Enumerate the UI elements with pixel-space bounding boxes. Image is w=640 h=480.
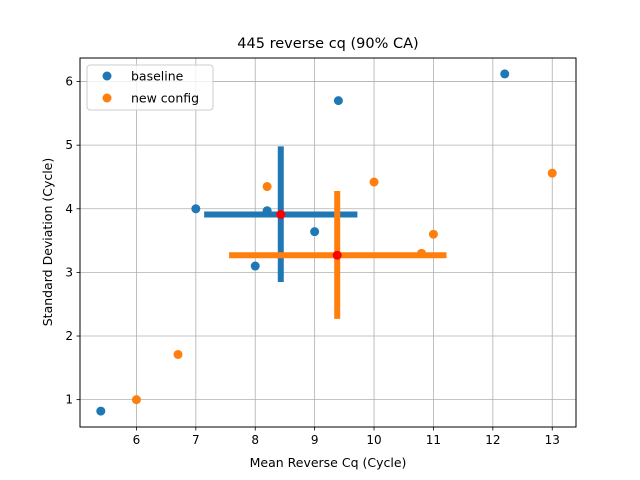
series-1-point: [369, 177, 379, 187]
series-0-point: [333, 96, 343, 106]
y-tick-label: 4: [65, 202, 73, 216]
x-tick-label: 13: [545, 433, 560, 447]
x-tick-label: 8: [251, 433, 259, 447]
x-axis-label: Mean Reverse Cq (Cycle): [250, 455, 407, 470]
center-markers: [276, 210, 342, 260]
series-0-point: [262, 206, 272, 216]
series-1-point: [547, 168, 557, 178]
y-tick-label: 6: [65, 75, 73, 89]
legend-box: [86, 64, 214, 111]
x-tick-label: 10: [366, 433, 381, 447]
grid: [80, 58, 576, 427]
y-tick-label: 5: [65, 138, 73, 152]
series-0-point: [191, 204, 201, 214]
series-0-center-marker: [276, 210, 286, 220]
legend-marker: [102, 71, 112, 81]
legend-label: new config: [131, 91, 199, 106]
series-1-point: [262, 182, 272, 192]
plot-frame: [79, 57, 577, 428]
chart-title: 445 reverse cq (90% CA): [237, 36, 418, 52]
series-0-point: [310, 227, 320, 237]
y-tick-label: 2: [65, 329, 73, 343]
series-1-point: [173, 349, 183, 359]
data-points: [96, 69, 557, 416]
series-0-point: [250, 261, 260, 271]
series-0-point: [96, 406, 106, 416]
series-0-point: [500, 69, 510, 79]
x-tick-label: 9: [311, 433, 319, 447]
series-1-point: [417, 248, 427, 258]
y-tick-label: 1: [65, 393, 73, 407]
x-tick-label: 7: [192, 433, 200, 447]
x-tick-label: 6: [133, 433, 141, 447]
y-tick-label: 3: [65, 265, 73, 279]
legend-label: baseline: [131, 69, 184, 84]
series-1-center-marker: [332, 250, 342, 260]
legend-marker: [102, 93, 112, 103]
series-1-point: [131, 395, 141, 405]
x-tick-label: 11: [426, 433, 441, 447]
legend: baseline new config: [86, 64, 214, 111]
series-1-point: [428, 229, 438, 239]
x-tick-label: 12: [485, 433, 500, 447]
y-axis-label: Standard Deviation (Cycle): [40, 158, 55, 327]
